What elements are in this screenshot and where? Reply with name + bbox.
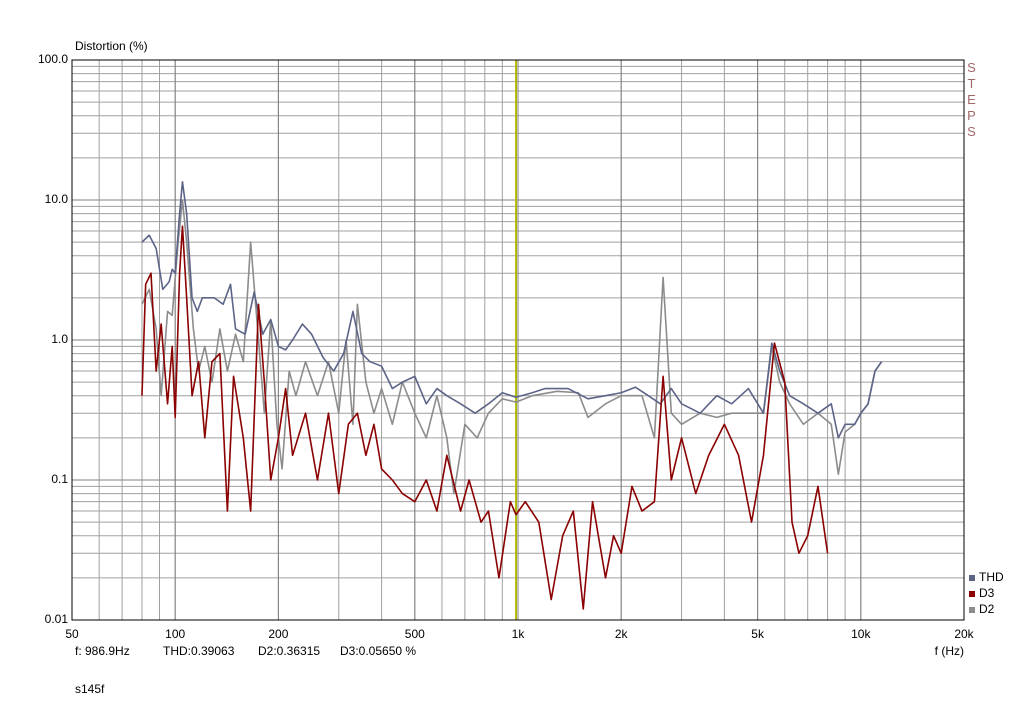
y-tick-label: 10.0 [45,192,69,206]
legend-swatch [969,607,975,613]
x-tick-label: 200 [268,627,288,641]
x-tick-label: 20k [954,627,974,641]
series-line [141,225,829,610]
y-tick-label: 0.1 [51,472,68,486]
x-tick-label: 50 [65,627,79,641]
legend-swatch [969,575,975,581]
x-tick-label: 5k [751,627,765,641]
x-tick-label: 100 [165,627,185,641]
legend-label: THD [979,570,1004,584]
footer-label: s145f [75,682,105,696]
readout-thd: THD:0.39063 [163,644,235,658]
plot-frame [71,59,965,621]
y-tick-label: 1.0 [51,332,68,346]
y-tick-label: 100.0 [38,52,68,66]
x-axis-label: f (Hz) [935,644,964,658]
legend-swatch [969,591,975,597]
x-tick-label: 10k [851,627,871,641]
series-line [141,180,883,439]
readout-d3: D3:0.05650 % [340,644,416,658]
y-tick-label: 0.01 [45,612,69,626]
x-tick-label: 500 [405,627,425,641]
readout-d2: D2:0.36315 [258,644,320,658]
side-label: STEPS [964,60,979,140]
y-axis-label: Distortion (%) [75,39,148,53]
legend-label: D2 [979,602,995,616]
x-tick-label: 2k [615,627,629,641]
readout-frequency: f: 986.9Hz [75,644,130,658]
x-tick-label: 1k [512,627,526,641]
legend-label: D3 [979,586,995,600]
